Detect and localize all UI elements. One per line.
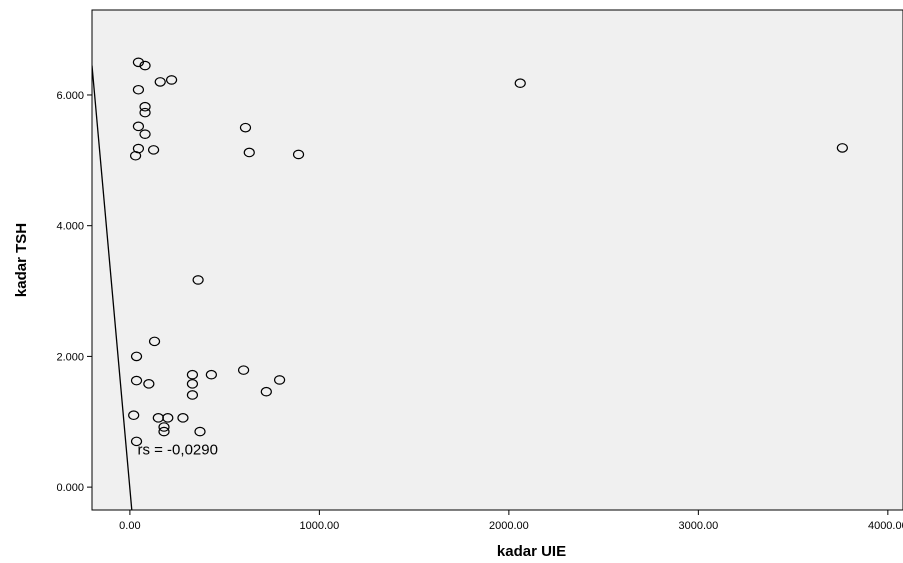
data-point	[158, 426, 170, 437]
correlation-annotation: rs = -0,0290	[137, 441, 217, 458]
axes-layer: 0.00 1000.00 2000.00 3000.00 4000.00 0.000 2.0…	[56, 90, 903, 532]
fit-line	[92, 65, 133, 510]
x-tick-label: 2000.00	[489, 520, 529, 532]
x-tick-label: 4000.00	[868, 520, 903, 532]
data-point	[148, 336, 161, 347]
data-point	[158, 422, 170, 432]
data-point	[139, 60, 151, 71]
x-tick-label: 1000.00	[300, 520, 340, 532]
text-layer: kadar UIE kadar TSH rs = -0,0290	[13, 223, 566, 560]
data-point	[237, 365, 250, 375]
x-tick-label: 0.00	[119, 520, 140, 532]
data-point	[132, 121, 145, 132]
data-point	[128, 410, 140, 421]
data-point	[205, 369, 217, 380]
y-axis-title: kadar TSH	[13, 223, 30, 297]
y-tick-label: 6.000	[56, 90, 84, 102]
points-layer	[128, 57, 848, 447]
data-point	[165, 75, 178, 85]
data-point	[836, 143, 848, 153]
data-point	[130, 351, 143, 362]
data-point	[139, 101, 151, 112]
data-point	[129, 150, 142, 161]
data-point	[192, 275, 204, 285]
data-point	[147, 145, 160, 155]
data-point	[260, 386, 272, 397]
data-point	[139, 129, 151, 139]
data-point	[162, 413, 174, 423]
data-point	[194, 426, 206, 437]
data-point	[130, 436, 143, 447]
data-point	[273, 375, 286, 385]
plot-area	[91, 9, 903, 511]
data-point	[132, 57, 145, 68]
data-point	[132, 143, 145, 154]
x-tick-label: 3000.00	[678, 520, 718, 532]
y-tick-label: 4.000	[56, 221, 84, 233]
data-point	[139, 107, 151, 118]
data-point	[132, 84, 145, 95]
data-point	[186, 390, 199, 400]
data-point	[186, 379, 199, 389]
data-point	[514, 78, 526, 89]
y-tick-label: 2.000	[56, 351, 84, 363]
data-point	[143, 379, 155, 389]
y-tick-label: 0.000	[56, 482, 84, 494]
x-axis-title: kadar UIE	[497, 543, 566, 560]
data-point	[186, 369, 199, 380]
data-point	[154, 77, 166, 87]
fit-line-layer	[92, 65, 133, 510]
data-point	[177, 413, 189, 423]
data-point	[239, 122, 252, 133]
data-point	[243, 147, 255, 158]
data-point	[292, 149, 305, 160]
data-point	[130, 375, 143, 386]
